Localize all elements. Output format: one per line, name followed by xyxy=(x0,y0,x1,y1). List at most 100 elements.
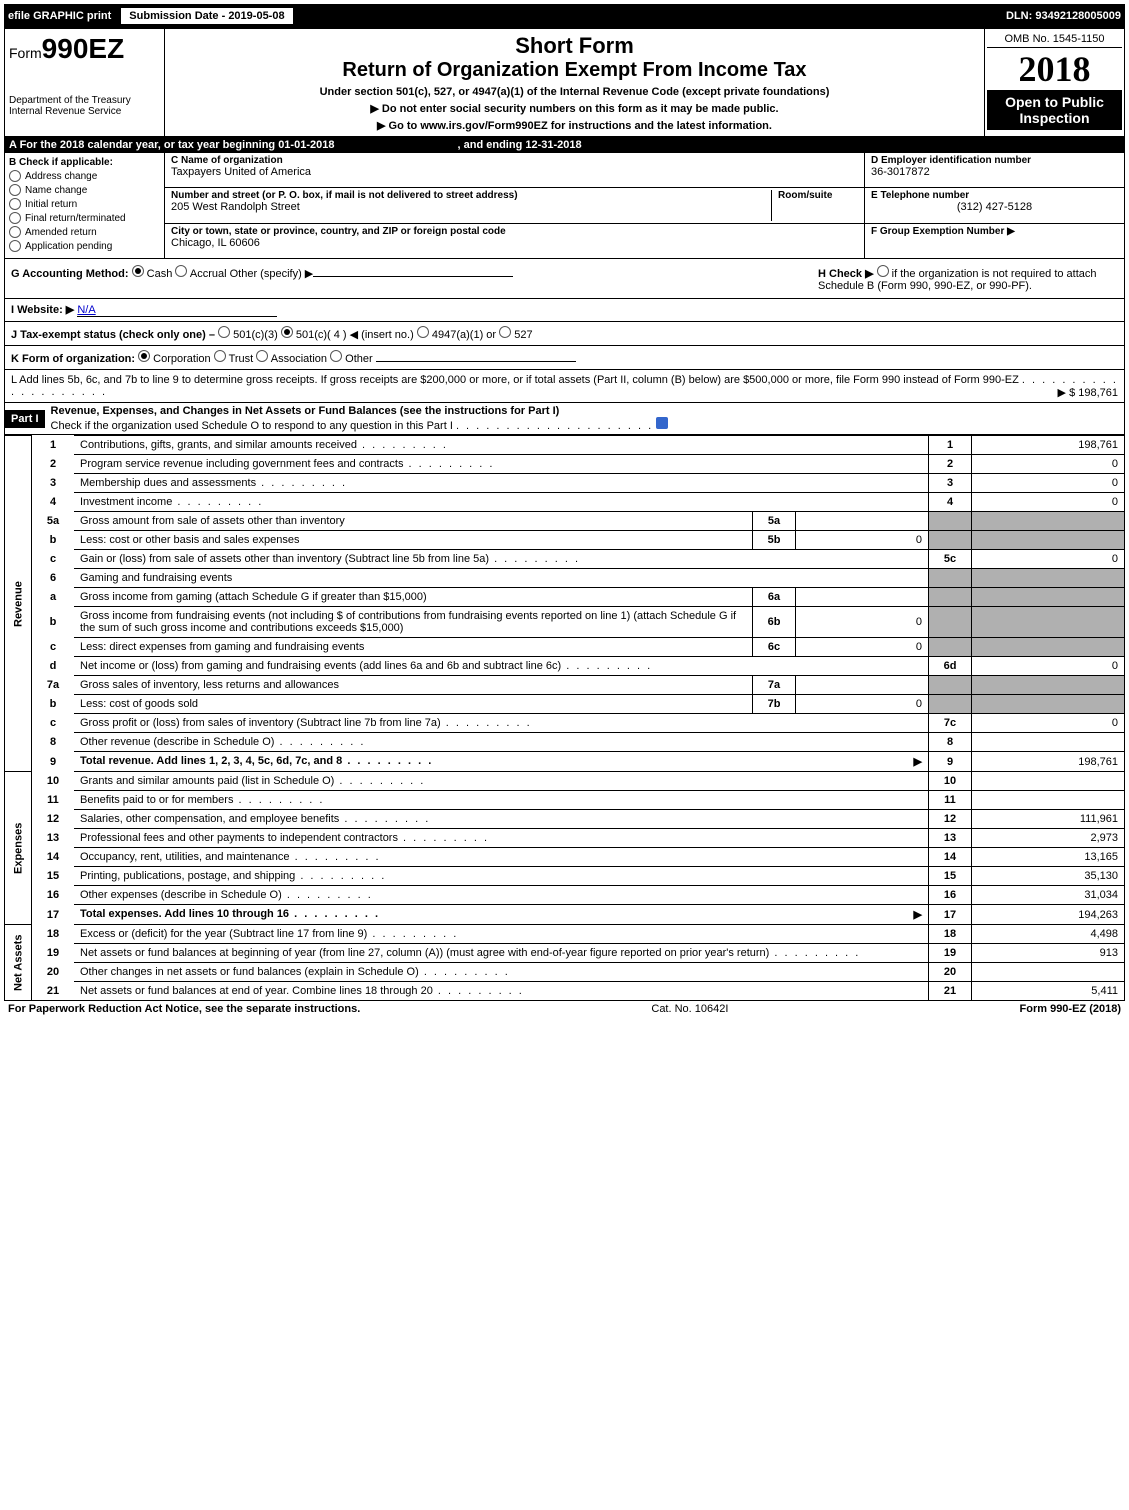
line-number: 14 xyxy=(32,848,75,867)
page-footer: For Paperwork Reduction Act Notice, see … xyxy=(4,1001,1125,1017)
col-num: 4 xyxy=(929,493,972,512)
col-num: 2 xyxy=(929,455,972,474)
table-row: 15Printing, publications, postage, and s… xyxy=(5,867,1125,886)
help-icon[interactable] xyxy=(656,417,668,429)
col-num: 8 xyxy=(929,733,972,752)
street-label: Number and street (or P. O. box, if mail… xyxy=(171,190,771,201)
section-side-label: Net Assets xyxy=(5,925,32,1001)
k-trust: Trust xyxy=(229,353,254,365)
line-number: 15 xyxy=(32,867,75,886)
line-number: 2 xyxy=(32,455,75,474)
col-val-shaded xyxy=(972,531,1125,550)
check-address-change[interactable]: Address change xyxy=(9,170,160,182)
goto-link[interactable]: ▶ Go to www.irs.gov/Form990EZ for instru… xyxy=(169,119,980,132)
table-row: bLess: cost of goods sold7b0 xyxy=(5,695,1125,714)
line-number: 13 xyxy=(32,829,75,848)
room-label: Room/suite xyxy=(778,190,858,201)
table-row: cGain or (loss) from sale of assets othe… xyxy=(5,550,1125,569)
g-cash-radio[interactable] xyxy=(132,265,144,277)
j-501c3-radio[interactable] xyxy=(218,326,230,338)
col-value: 913 xyxy=(972,944,1125,963)
part1-title: Revenue, Expenses, and Changes in Net As… xyxy=(51,405,1118,417)
c-label: C Name of organization xyxy=(171,155,858,166)
table-row: bLess: cost or other basis and sales exp… xyxy=(5,531,1125,550)
k-assoc-radio[interactable] xyxy=(256,350,268,362)
check-b-label: B Check if applicable: xyxy=(9,157,160,168)
k-corp: Corporation xyxy=(153,353,210,365)
tax-year: 2018 xyxy=(987,48,1122,90)
line-desc: Net assets or fund balances at beginning… xyxy=(74,944,929,963)
line-desc: Printing, publications, postage, and shi… xyxy=(74,867,929,886)
j-501c4: 501(c)( 4 ) ◀ (insert no.) xyxy=(296,329,414,341)
table-row: 17Total expenses. Add lines 10 through 1… xyxy=(5,905,1125,925)
j-label: J Tax-exempt status (check only one) – xyxy=(11,329,215,341)
sub-box-value: 0 xyxy=(796,531,929,550)
table-row: aGross income from gaming (attach Schedu… xyxy=(5,588,1125,607)
check-final-return[interactable]: Final return/terminated xyxy=(9,212,160,224)
j-4947-radio[interactable] xyxy=(417,326,429,338)
table-row: Net Assets18Excess or (deficit) for the … xyxy=(5,925,1125,944)
line-desc: Total revenue. Add lines 1, 2, 3, 4, 5c,… xyxy=(74,752,929,772)
h-check-radio[interactable] xyxy=(877,265,889,277)
line-number: 17 xyxy=(32,905,75,925)
k-corp-radio[interactable] xyxy=(138,350,150,362)
line-number: c xyxy=(32,714,75,733)
check-initial-return[interactable]: Initial return xyxy=(9,198,160,210)
sub-box-label: 7b xyxy=(753,695,796,714)
col-val-shaded xyxy=(972,512,1125,531)
col-value: 31,034 xyxy=(972,886,1125,905)
table-row: 3Membership dues and assessments30 xyxy=(5,474,1125,493)
g-other: Other (specify) ▶ xyxy=(230,268,314,280)
line-desc: Less: cost of goods sold xyxy=(74,695,753,714)
j-527-radio[interactable] xyxy=(499,326,511,338)
line-desc: Professional fees and other payments to … xyxy=(74,829,929,848)
sub-box-label: 6a xyxy=(753,588,796,607)
check-amended-return[interactable]: Amended return xyxy=(9,226,160,238)
sub-box-value xyxy=(796,512,929,531)
sub-box-value xyxy=(796,588,929,607)
row-k: K Form of organization: Corporation Trus… xyxy=(4,346,1125,370)
k-trust-radio[interactable] xyxy=(214,350,226,362)
j-501c4-radio[interactable] xyxy=(281,326,293,338)
table-row: 2Program service revenue including gover… xyxy=(5,455,1125,474)
col-num: 9 xyxy=(929,752,972,772)
k-label: K Form of organization: xyxy=(11,353,135,365)
ssn-warning: ▶ Do not enter social security numbers o… xyxy=(169,102,980,115)
line-number: 9 xyxy=(32,752,75,772)
line-number: b xyxy=(32,531,75,550)
city-label: City or town, state or province, country… xyxy=(171,226,858,237)
col-value: 2,973 xyxy=(972,829,1125,848)
col-num-shaded xyxy=(929,531,972,550)
check-name-change[interactable]: Name change xyxy=(9,184,160,196)
line-number: 12 xyxy=(32,810,75,829)
g-accrual-radio[interactable] xyxy=(175,265,187,277)
omb-number: OMB No. 1545-1150 xyxy=(987,31,1122,48)
g-label: G Accounting Method: xyxy=(11,268,129,280)
col-val-shaded xyxy=(972,588,1125,607)
line-number: c xyxy=(32,638,75,657)
col-value xyxy=(972,791,1125,810)
col-value: 13,165 xyxy=(972,848,1125,867)
row-l: L Add lines 5b, 6c, and 7b to line 9 to … xyxy=(4,370,1125,403)
line-desc: Membership dues and assessments xyxy=(74,474,929,493)
col-value xyxy=(972,963,1125,982)
line-desc: Less: direct expenses from gaming and fu… xyxy=(74,638,753,657)
part1-check-text: Check if the organization used Schedule … xyxy=(51,420,453,432)
check-application-pending[interactable]: Application pending xyxy=(9,240,160,252)
website-link[interactable]: N/A xyxy=(77,304,277,317)
table-row: 16Other expenses (describe in Schedule O… xyxy=(5,886,1125,905)
k-other: Other xyxy=(345,353,373,365)
line-number: a xyxy=(32,588,75,607)
h-label: H Check ▶ xyxy=(818,268,874,280)
dln: DLN: 93492128005009 xyxy=(1006,10,1121,22)
col-num: 5c xyxy=(929,550,972,569)
table-row: cGross profit or (loss) from sales of in… xyxy=(5,714,1125,733)
line-desc: Investment income xyxy=(74,493,929,512)
line-number: 16 xyxy=(32,886,75,905)
k-other-radio[interactable] xyxy=(330,350,342,362)
table-row: 13Professional fees and other payments t… xyxy=(5,829,1125,848)
f-group-label: F Group Exemption Number ▶ xyxy=(871,226,1118,237)
table-row: 5aGross amount from sale of assets other… xyxy=(5,512,1125,531)
footer-right: Form 990-EZ (2018) xyxy=(1020,1003,1121,1015)
col-value: 198,761 xyxy=(972,436,1125,455)
